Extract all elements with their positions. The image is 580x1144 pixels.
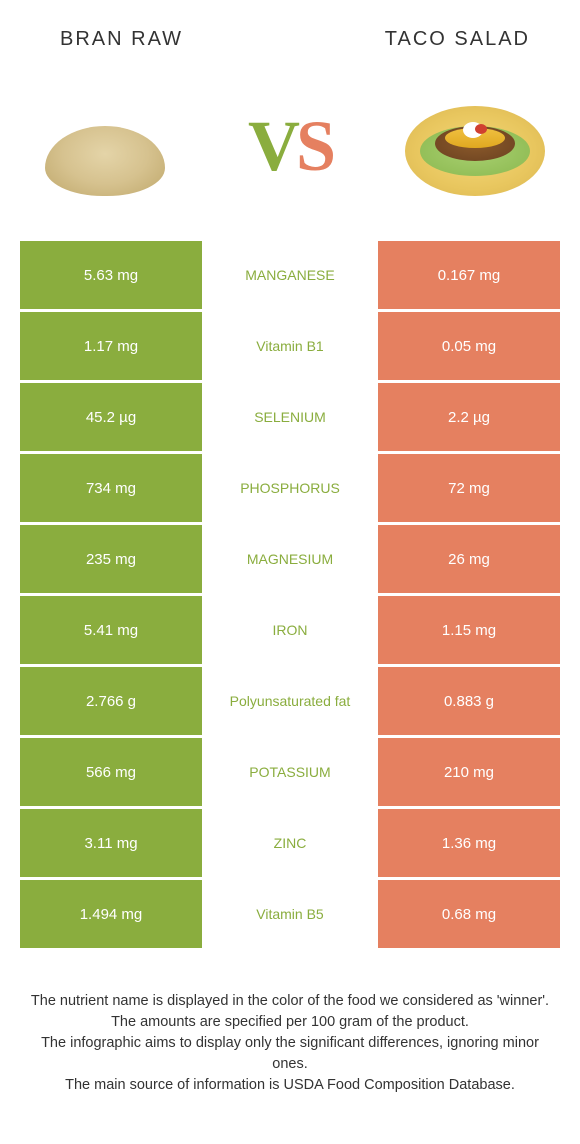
table-row: 734 mgPHOSPHORUS72 mg (20, 454, 560, 522)
nutrient-name-cell: PHOSPHORUS (202, 454, 378, 522)
left-value-cell: 5.41 mg (20, 596, 202, 664)
left-value-cell: 235 mg (20, 525, 202, 593)
right-value-cell: 2.2 µg (378, 383, 560, 451)
footer-line: The nutrient name is displayed in the co… (24, 991, 556, 1012)
right-food-title: TACO SALAD (385, 28, 530, 51)
right-food-image (400, 86, 550, 206)
nutrient-name-cell: Vitamin B5 (202, 880, 378, 948)
right-value-cell: 0.883 g (378, 667, 560, 735)
nutrient-name-cell: POTASSIUM (202, 738, 378, 806)
left-food-title: BRAN RAW (60, 28, 183, 51)
table-row: 5.63 mgMANGANESE0.167 mg (20, 241, 560, 309)
left-value-cell: 45.2 µg (20, 383, 202, 451)
nutrient-name-cell: MANGANESE (202, 241, 378, 309)
table-row: 566 mgPOTASSIUM210 mg (20, 738, 560, 806)
right-value-cell: 26 mg (378, 525, 560, 593)
left-value-cell: 5.63 mg (20, 241, 202, 309)
table-row: 3.11 mgZINC1.36 mg (20, 809, 560, 877)
right-value-cell: 210 mg (378, 738, 560, 806)
left-value-cell: 3.11 mg (20, 809, 202, 877)
bran-icon (45, 126, 165, 196)
right-value-cell: 0.68 mg (378, 880, 560, 948)
header: BRAN RAW TACO SALAD (0, 0, 580, 51)
left-food-image (30, 86, 180, 206)
left-value-cell: 734 mg (20, 454, 202, 522)
nutrient-name-cell: SELENIUM (202, 383, 378, 451)
table-row: 1.17 mgVitamin B10.05 mg (20, 312, 560, 380)
nutrient-name-cell: Polyunsaturated fat (202, 667, 378, 735)
footer-line: The main source of information is USDA F… (24, 1075, 556, 1096)
right-value-cell: 1.36 mg (378, 809, 560, 877)
vs-v: V (248, 105, 296, 188)
left-value-cell: 1.494 mg (20, 880, 202, 948)
right-value-cell: 0.167 mg (378, 241, 560, 309)
images-row: VS (0, 51, 580, 231)
table-row: 235 mgMAGNESIUM26 mg (20, 525, 560, 593)
vs-label: VS (248, 105, 332, 188)
footer-line: The amounts are specified per 100 gram o… (24, 1012, 556, 1033)
right-value-cell: 1.15 mg (378, 596, 560, 664)
footer-notes: The nutrient name is displayed in the co… (0, 951, 580, 1096)
nutrient-name-cell: IRON (202, 596, 378, 664)
nutrient-name-cell: Vitamin B1 (202, 312, 378, 380)
right-value-cell: 72 mg (378, 454, 560, 522)
table-row: 5.41 mgIRON1.15 mg (20, 596, 560, 664)
vs-s: S (296, 105, 332, 188)
nutrient-name-cell: MAGNESIUM (202, 525, 378, 593)
taco-icon (405, 96, 545, 196)
footer-line: The infographic aims to display only the… (24, 1033, 556, 1075)
right-value-cell: 0.05 mg (378, 312, 560, 380)
table-row: 1.494 mgVitamin B50.68 mg (20, 880, 560, 948)
left-value-cell: 2.766 g (20, 667, 202, 735)
left-value-cell: 566 mg (20, 738, 202, 806)
table-row: 2.766 gPolyunsaturated fat0.883 g (20, 667, 560, 735)
nutrient-table: 5.63 mgMANGANESE0.167 mg1.17 mgVitamin B… (20, 241, 560, 948)
table-row: 45.2 µgSELENIUM2.2 µg (20, 383, 560, 451)
nutrient-name-cell: ZINC (202, 809, 378, 877)
left-value-cell: 1.17 mg (20, 312, 202, 380)
